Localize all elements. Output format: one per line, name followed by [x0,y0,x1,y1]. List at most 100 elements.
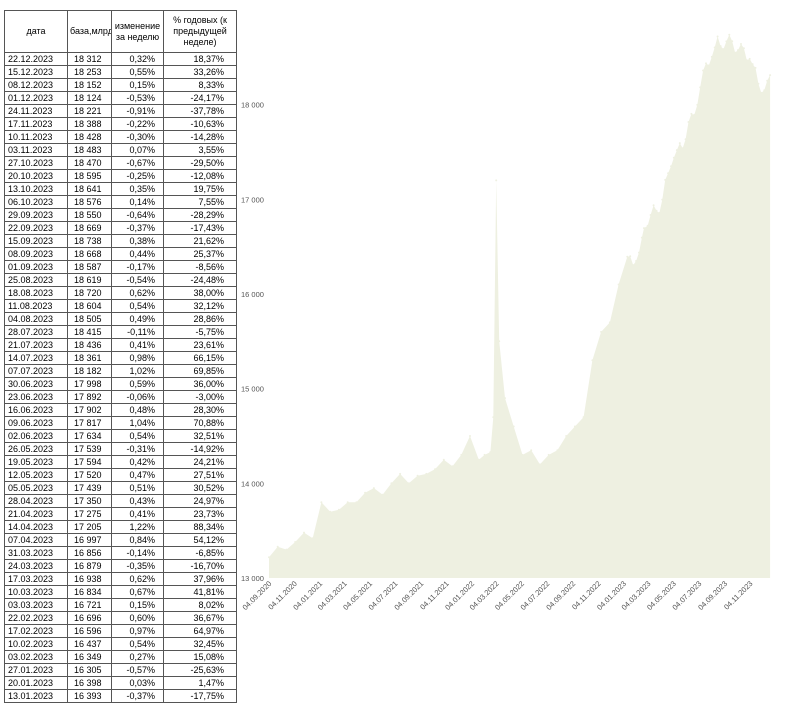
table-row: 15.12.2023 18 253 0,55% 33,26% [4,65,237,79]
cell-weekly-change: 0,98% [111,351,164,365]
cell-date: 12.05.2023 [4,468,68,482]
cell-date: 22.09.2023 [4,221,68,235]
cell-annualized: 33,26% [163,65,237,79]
cell-date: 08.12.2023 [4,78,68,92]
table-row: 24.03.2023 16 879 -0,35% -16,70% [4,559,237,573]
data-point [757,82,760,85]
cell-base: 16 393 [67,689,112,703]
cell-annualized: 24,21% [163,455,237,469]
data-point [629,255,632,258]
cell-annualized: 28,30% [163,403,237,417]
cell-weekly-change: 1,22% [111,520,164,534]
cell-date: 13.01.2023 [4,689,68,703]
data-point [268,556,270,559]
data-point [556,449,559,452]
cell-date: 01.09.2023 [4,260,68,274]
cell-annualized: 37,96% [163,572,237,586]
header-annualized: % годовых (к предыдущей неделе) [163,10,237,53]
cell-annualized: 38,00% [163,286,237,300]
data-point [498,340,501,343]
table-row: 10.02.2023 16 437 0,54% 32,45% [4,637,237,651]
data-table-container: дата база,млрд.р. изменение за неделю % … [4,10,237,703]
cell-date: 19.05.2023 [4,455,68,469]
cell-weekly-change: 0,42% [111,455,164,469]
cell-weekly-change: -0,67% [111,156,164,170]
cell-date: 30.06.2023 [4,377,68,391]
cell-weekly-change: -0,31% [111,442,164,456]
cell-base: 18 388 [67,117,112,131]
data-point [442,458,445,461]
cell-weekly-change: 0,15% [111,78,164,92]
cell-date: 25.08.2023 [4,273,68,287]
table-row: 27.10.2023 18 470 -0,67% -29,50% [4,156,237,170]
cell-base: 18 550 [67,208,112,222]
table-row: 22.09.2023 18 669 -0,37% -17,43% [4,221,237,235]
data-point [573,425,576,428]
cell-weekly-change: 1,02% [111,364,164,378]
data-point [425,472,428,475]
table-row: 28.07.2023 18 415 -0,11% -5,75% [4,325,237,339]
cell-annualized: 54,12% [163,533,237,547]
table-row: 07.07.2023 18 182 1,02% 69,85% [4,364,237,378]
table-row: 13.10.2023 18 641 0,35% 19,75% [4,182,237,196]
y-tick-label: 17 000 [241,195,264,204]
cell-date: 24.11.2023 [4,104,68,118]
cell-base: 18 619 [67,273,112,287]
data-point [285,548,288,551]
cell-base: 18 253 [67,65,112,79]
table-row: 08.12.2023 18 152 0,15% 8,33% [4,78,237,92]
data-point [661,198,664,201]
y-tick-label: 14 000 [241,479,264,488]
data-point [713,46,716,49]
cell-date: 07.04.2023 [4,533,68,547]
data-point [434,468,437,471]
cell-date: 21.04.2023 [4,507,68,521]
table-row: 12.05.2023 17 520 0,47% 27,51% [4,468,237,482]
cell-base: 17 205 [67,520,112,534]
table-row: 29.09.2023 18 550 -0,64% -28,29% [4,208,237,222]
data-point [719,45,722,48]
cell-weekly-change: 0,59% [111,377,164,391]
table-row: 06.10.2023 18 576 0,14% 7,55% [4,195,237,209]
data-point [678,142,681,145]
cell-annualized: 41,81% [163,585,237,599]
header-base: база,млрд.р. [67,10,112,53]
cell-annualized: 23,61% [163,338,237,352]
cell-date: 11.08.2023 [4,299,68,313]
data-point [731,40,734,43]
cell-weekly-change: -0,17% [111,260,164,274]
data-point [311,537,314,540]
data-point [626,255,629,258]
data-point [734,51,737,54]
table-row: 01.09.2023 18 587 -0,17% -8,56% [4,260,237,274]
cell-base: 17 539 [67,442,112,456]
cell-weekly-change: 0,62% [111,572,164,586]
table-row: 14.07.2023 18 361 0,98% 66,15% [4,351,237,365]
cell-weekly-change: 0,44% [111,247,164,261]
cell-annualized: 27,51% [163,468,237,482]
data-point [591,359,594,362]
cell-annualized: -17,43% [163,221,237,235]
cell-base: 17 275 [67,507,112,521]
cell-base: 18 720 [67,286,112,300]
cell-weekly-change: 0,15% [111,598,164,612]
table-row: 11.08.2023 18 604 0,54% 32,12% [4,299,237,313]
data-point [728,33,731,36]
cell-base: 17 998 [67,377,112,391]
cell-weekly-change: 0,07% [111,143,164,157]
data-point [632,264,635,267]
cell-weekly-change: 0,54% [111,637,164,651]
cell-weekly-change: 0,55% [111,65,164,79]
cell-annualized: 64,97% [163,624,237,638]
cell-annualized: 3,55% [163,143,237,157]
series-area [269,34,771,579]
data-point [492,416,495,419]
cell-annualized: 8,02% [163,598,237,612]
data-point [687,121,690,123]
cell-base: 18 595 [67,169,112,183]
data-point [416,474,419,477]
cell-base: 18 152 [67,78,112,92]
cell-base: 18 587 [67,260,112,274]
data-point [664,178,667,181]
cell-annualized: -28,29% [163,208,237,222]
